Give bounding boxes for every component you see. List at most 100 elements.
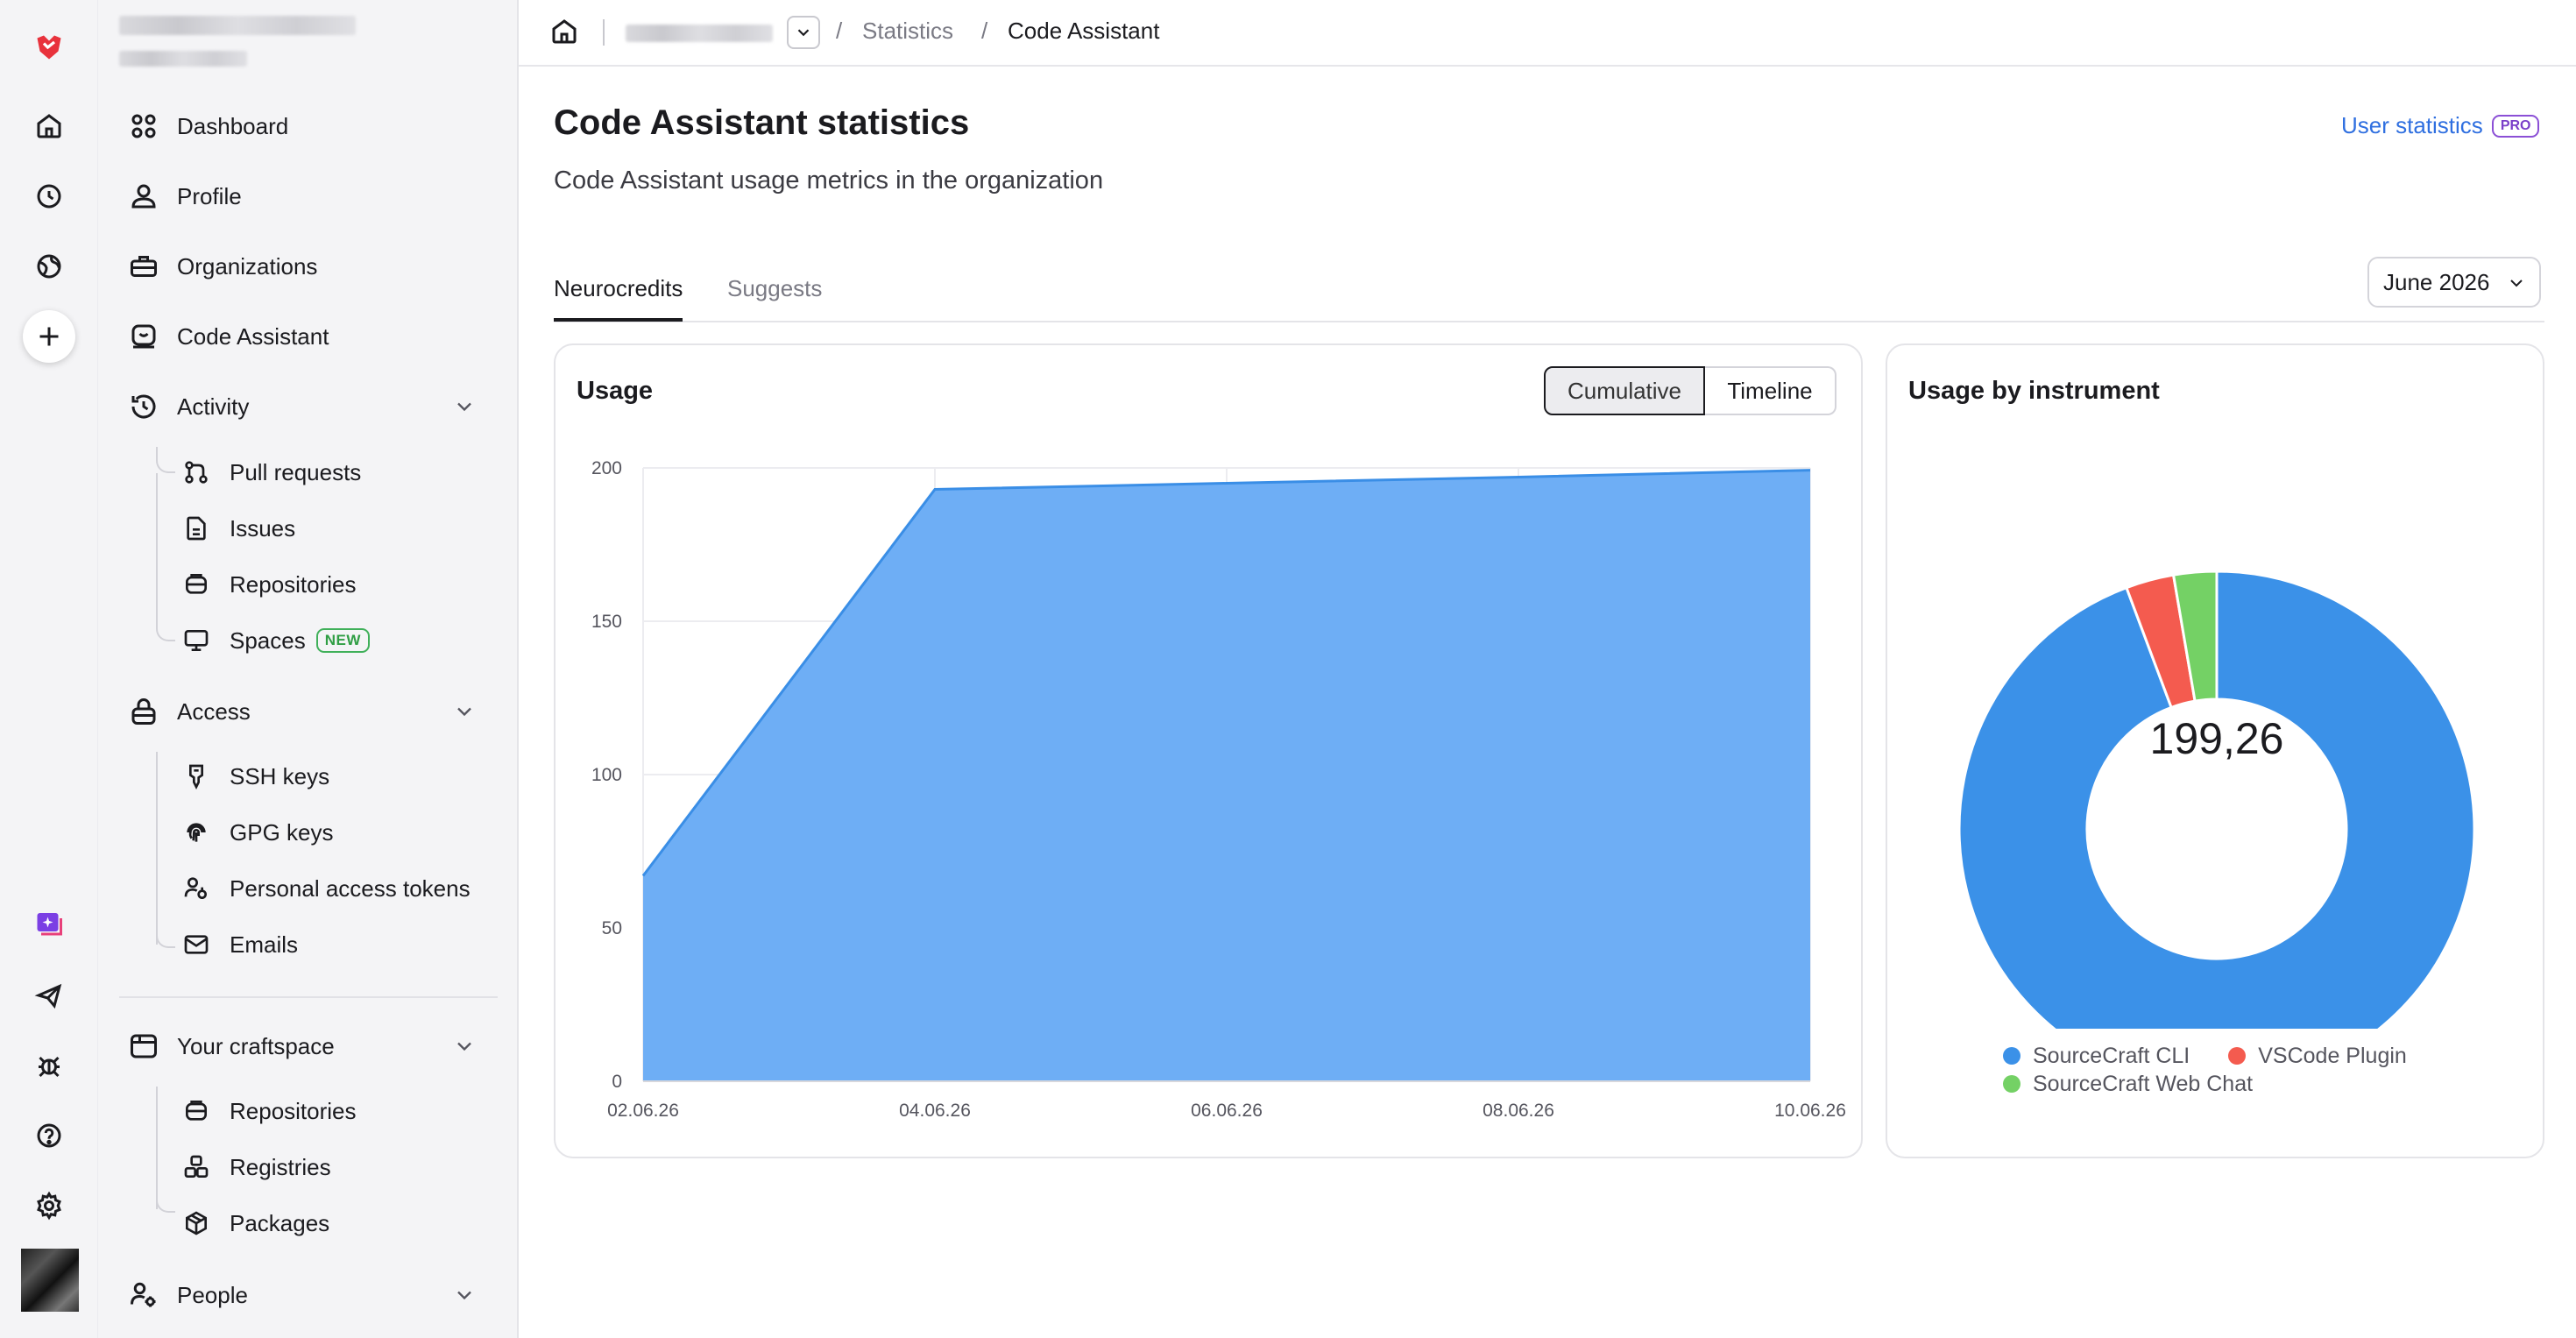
sidebar-item-craft-repositories[interactable]: Repositories <box>182 1088 357 1134</box>
tree-connector <box>156 929 175 948</box>
sidebar-divider <box>119 996 498 998</box>
sidebar-item-dashboard[interactable]: Dashboard <box>128 102 288 151</box>
globe-icon[interactable] <box>23 240 75 293</box>
sidebar-item-repositories[interactable]: Repositories <box>182 562 357 607</box>
home-icon[interactable] <box>548 16 580 52</box>
timeline-button[interactable]: Timeline <box>1705 366 1836 415</box>
instrument-card-title: Usage by instrument <box>1908 377 2160 405</box>
legend-label: VSCode Plugin <box>2258 1043 2407 1068</box>
add-icon[interactable] <box>23 310 75 363</box>
sidebar-item-gpg-keys[interactable]: GPG keys <box>182 810 333 855</box>
settings-gear-icon[interactable] <box>23 1179 75 1232</box>
user-statistics-link[interactable]: User statistics PRO <box>2341 112 2540 139</box>
sidebar-item-pull-requests[interactable]: Pull requests <box>182 450 361 495</box>
usage-donut-chart <box>1957 570 2476 1029</box>
sidebar-item-label: Dashboard <box>177 112 289 139</box>
envelope-icon <box>184 935 209 954</box>
chevron-down-icon[interactable] <box>452 1283 477 1312</box>
repository-icon <box>186 1101 207 1121</box>
legend-label: SourceCraft CLI <box>2033 1043 2190 1068</box>
help-icon[interactable] <box>23 1109 75 1162</box>
monitor-icon <box>184 630 209 651</box>
clock-icon[interactable] <box>23 170 75 223</box>
sidebar-group-activity[interactable]: Activity <box>128 382 249 431</box>
home-icon[interactable] <box>23 100 75 152</box>
registry-icon <box>184 1155 209 1178</box>
breadcrumb-organization-redacted[interactable] <box>626 25 773 42</box>
bug-icon[interactable] <box>23 1039 75 1092</box>
sidebar-item-ssh-keys[interactable]: SSH keys <box>182 754 329 799</box>
sidebar-item-label: Spaces <box>230 627 306 654</box>
cumulative-button[interactable]: Cumulative <box>1544 366 1705 415</box>
organization-switcher[interactable] <box>119 16 356 67</box>
craftspace-icon <box>131 1034 157 1058</box>
month-select[interactable]: June 2026 <box>2367 257 2541 308</box>
sidebar-item-packages[interactable]: Packages <box>182 1200 329 1246</box>
sidebar-item-issues[interactable]: Issues <box>182 506 295 551</box>
chevron-down-icon[interactable] <box>452 699 477 728</box>
tab-neurocredits[interactable]: Neurocredits <box>554 275 683 322</box>
chevron-down-icon[interactable] <box>452 394 477 423</box>
package-icon <box>186 1211 207 1235</box>
tree-connector <box>156 1087 175 1209</box>
sidebar-item-label: Registries <box>230 1153 331 1180</box>
sidebar-item-code-assistant[interactable]: Code Assistant <box>128 312 329 361</box>
person-key-icon <box>184 877 207 899</box>
sidebar-group-craftspace[interactable]: Your craftspace <box>128 1022 335 1071</box>
tree-connector <box>156 473 175 529</box>
sidebar: Dashboard Profile Organizations Code Ass… <box>98 0 519 1338</box>
sidebar-item-emails[interactable]: Emails <box>182 922 298 967</box>
tree-connector <box>156 447 175 473</box>
tree-connector <box>156 752 175 945</box>
send-icon[interactable] <box>23 969 75 1022</box>
ai-assistant-icon[interactable] <box>23 897 75 950</box>
sidebar-item-spaces[interactable]: Spaces NEW <box>182 618 370 663</box>
sidebar-group-access[interactable]: Access <box>128 687 251 736</box>
chevron-down-icon[interactable] <box>452 1034 477 1063</box>
sidebar-item-label: Packages <box>230 1209 330 1236</box>
user-avatar[interactable] <box>21 1249 79 1312</box>
breadcrumb-current: Code Assistant <box>1008 18 1160 44</box>
user-statistics-label: User statistics <box>2341 112 2483 138</box>
brand-logo-icon[interactable] <box>23 21 75 74</box>
fingerprint-icon <box>187 823 206 842</box>
sidebar-item-label: Personal access tokens <box>230 874 471 902</box>
legend-item[interactable]: SourceCraft CLI <box>2003 1043 2190 1069</box>
breadcrumb-separator: / <box>836 18 843 44</box>
instrument-card: Usage by instrument 199,26 SourceCraft C… <box>1886 343 2544 1158</box>
legend-item[interactable]: VSCode Plugin <box>2228 1043 2407 1069</box>
donut-center-value: 199,26 <box>2149 714 2284 763</box>
tab-suggests[interactable]: Suggests <box>727 275 823 301</box>
code-assistant-icon <box>131 324 156 349</box>
person-icon <box>131 184 156 209</box>
sidebar-item-label: SSH keys <box>230 762 330 789</box>
document-icon <box>187 516 206 541</box>
sidebar-item-label: Issues <box>230 514 296 542</box>
legend-item[interactable]: SourceCraft Web Chat <box>2003 1071 2253 1097</box>
usage-line <box>641 469 1811 877</box>
legend-dot <box>2228 1047 2247 1065</box>
breadcrumb: / Statistics / Code Assistant <box>519 0 2576 67</box>
legend-label: SourceCraft Web Chat <box>2033 1071 2254 1096</box>
sidebar-item-organizations[interactable]: Organizations <box>128 242 317 291</box>
activity-icon <box>131 394 156 419</box>
sidebar-group-label: Activity <box>177 393 250 420</box>
page-subtitle: Code Assistant usage metrics in the orga… <box>554 166 1104 195</box>
organization-sub-redacted <box>119 51 247 67</box>
page-title: Code Assistant statistics <box>554 103 970 142</box>
organization-select-button[interactable] <box>787 16 820 49</box>
sidebar-item-personal-access-tokens[interactable]: Personal access tokens <box>182 866 471 911</box>
sidebar-item-profile[interactable]: Profile <box>128 172 242 221</box>
donut-legend: SourceCraft CLI VSCode Plugin SourceCraft … <box>2003 1043 2494 1099</box>
sidebar-item-registries[interactable]: Registries <box>182 1144 331 1190</box>
sidebar-group-people[interactable]: People <box>128 1271 248 1320</box>
sidebar-item-label: Organizations <box>177 252 318 280</box>
pro-badge: PRO <box>2491 114 2540 138</box>
donut-slice[interactable] <box>1957 570 2476 1029</box>
key-icon <box>189 764 203 789</box>
breadcrumb-statistics[interactable]: Statistics <box>862 18 954 44</box>
month-select-value: June 2026 <box>2383 268 2490 295</box>
usage-area <box>643 470 1810 1081</box>
breadcrumb-separator: / <box>981 18 988 44</box>
donut-slice[interactable] <box>2171 570 2219 703</box>
